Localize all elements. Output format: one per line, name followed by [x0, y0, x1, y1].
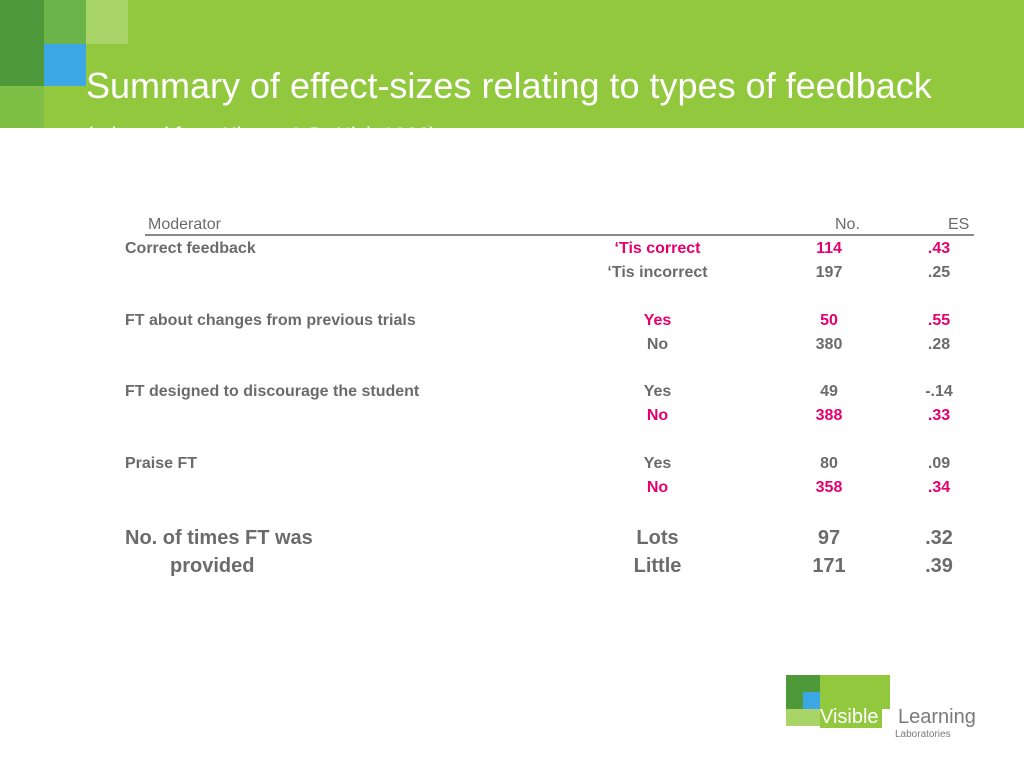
logo-square-pale [786, 709, 820, 726]
es-cell: .09 [927, 455, 951, 472]
moderator-label: FT about changes from previous trials [125, 312, 416, 329]
table-row: No 358 .34 [0, 479, 1024, 503]
header-no: No. [835, 216, 860, 233]
table-row: No 388 .33 [0, 407, 1024, 431]
count-cell: 114 [816, 240, 842, 257]
level-cell: ‘Tis incorrect [607, 264, 708, 281]
slide-title: Summary of effect-sizes relating to type… [86, 64, 986, 158]
es-cell: .33 [927, 407, 951, 424]
table-row: Praise FT Yes 80 .09 [0, 455, 1024, 479]
deco-square-pale [86, 0, 128, 44]
level-cell: Lots [636, 527, 679, 549]
deco-square-mid [0, 86, 44, 128]
level-cell: Yes [643, 455, 672, 472]
es-cell: .25 [927, 264, 951, 281]
count-cell: 97 [817, 527, 841, 549]
table-row: provided Little 171 .39 [0, 555, 1024, 579]
es-cell: .32 [925, 527, 953, 549]
count-cell: 80 [820, 455, 838, 472]
count-cell: 358 [815, 479, 843, 496]
moderator-label: FT designed to discourage the student [125, 383, 420, 400]
header-moderator: Moderator [148, 216, 221, 233]
table-row: FT designed to discourage the student Ye… [0, 383, 1024, 407]
table-row: No 380 .28 [0, 336, 1024, 360]
deco-square-blue [44, 44, 86, 86]
logo-word-visible: Visible [820, 706, 882, 728]
deco-square-light [44, 0, 86, 44]
count-cell: 171 [812, 555, 846, 577]
level-cell: No [646, 336, 669, 353]
level-cell: No [646, 407, 669, 424]
count-cell: 197 [815, 264, 843, 281]
slide-subtitle: (adapted from Kluger & DeNisi, 1996) [86, 124, 437, 147]
table-row: Correct feedback ‘Tis correct 114 .43 [0, 240, 1024, 264]
count-cell: 380 [815, 336, 843, 353]
level-cell: Yes [643, 312, 672, 329]
moderator-label-continued: provided [170, 555, 255, 577]
logo-square-light [820, 675, 890, 709]
header-band [0, 0, 1024, 128]
level-cell: No [646, 479, 669, 496]
moderator-label: Praise FT [125, 455, 198, 472]
visible-learning-logo [786, 675, 986, 745]
count-cell: 49 [820, 383, 838, 400]
table-row: No. of times FT was Lots 97 .32 [0, 527, 1024, 551]
logo-word-laboratories: Laboratories [895, 729, 951, 740]
logo-square-blue [803, 692, 820, 709]
deco-square-dark [0, 0, 44, 86]
es-cell: .43 [927, 240, 951, 257]
effect-size-table: Moderator No. ES Correct feedback ‘Tis c… [0, 210, 1024, 610]
es-cell: .39 [925, 555, 953, 577]
logo-word-learning: Learning [898, 706, 976, 728]
es-cell: -.14 [925, 383, 953, 400]
moderator-label: Correct feedback [125, 240, 256, 257]
es-cell: .28 [927, 336, 951, 353]
count-cell: 50 [820, 312, 838, 329]
table-row: ‘Tis incorrect 197 .25 [0, 264, 1024, 288]
header-rule [145, 234, 974, 236]
count-cell: 388 [815, 407, 843, 424]
level-cell: Little [633, 555, 682, 577]
es-cell: .34 [927, 479, 951, 496]
slide-title-text: Summary of effect-sizes relating to type… [86, 65, 932, 106]
table-row: FT about changes from previous trials Ye… [0, 312, 1024, 336]
moderator-label: No. of times FT was [125, 527, 313, 549]
header-es: ES [948, 216, 970, 233]
level-cell: Yes [643, 383, 672, 400]
level-cell: ‘Tis correct [614, 240, 701, 257]
es-cell: .55 [927, 312, 951, 329]
